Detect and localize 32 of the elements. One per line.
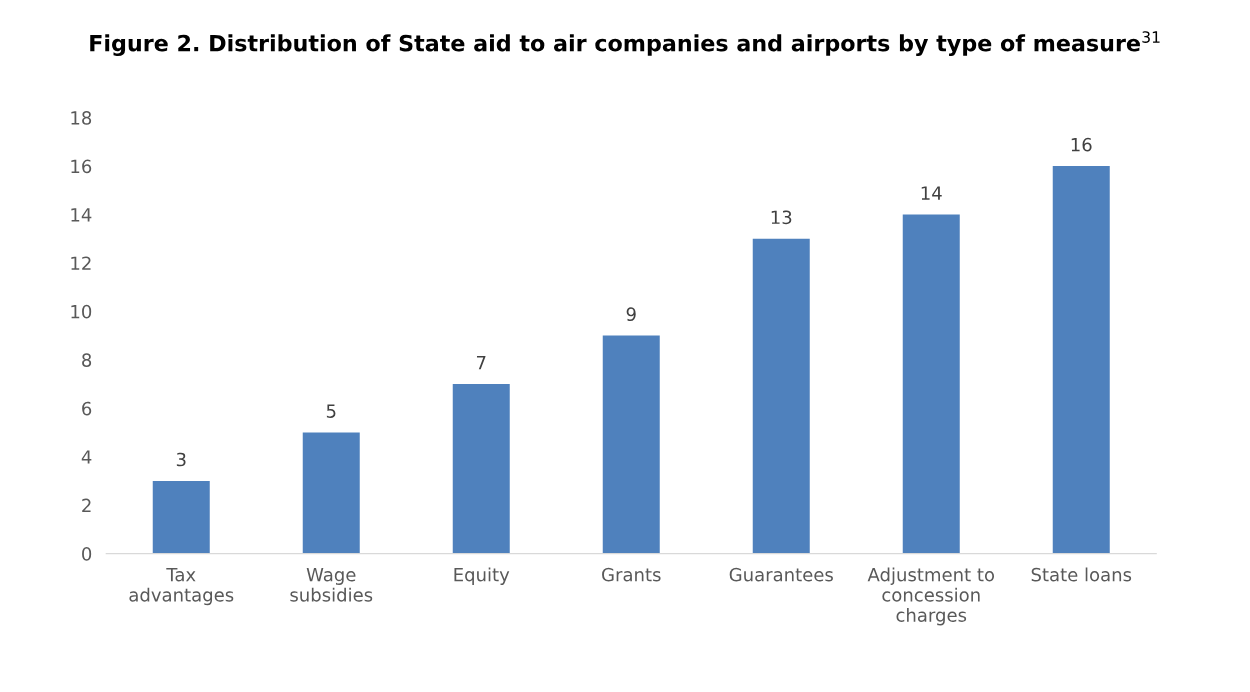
y-tick-label: 6 [82, 401, 92, 416]
x-tick-label: Wage subsidies [290, 568, 373, 602]
bar [602, 335, 660, 554]
x-tick-label: Equity [454, 567, 510, 585]
data-label: 5 [326, 404, 336, 418]
bar [752, 238, 810, 554]
y-tick-label: 18 [71, 111, 92, 125]
y-tick-label: 16 [71, 159, 92, 174]
y-tick-label: 14 [71, 208, 92, 222]
bar [452, 384, 510, 554]
data-label: 9 [626, 307, 636, 322]
x-tick-label: Adjustment to concession charges [867, 567, 995, 626]
y-tick-label: 10 [71, 304, 92, 319]
data-label: 13 [771, 210, 792, 225]
y-tick-label: 0 [82, 547, 92, 561]
bar [902, 214, 960, 554]
x-tick-label: Guarantees [729, 567, 833, 582]
x-tick-label: Tax advantages [129, 568, 234, 606]
bar [302, 432, 360, 554]
data-label: 7 [476, 356, 486, 370]
y-tick-label: 4 [81, 450, 92, 464]
data-label: 14 [921, 186, 942, 200]
data-label: 3 [176, 452, 186, 467]
data-label: 16 [1071, 137, 1092, 152]
chart-title: Figure 2. Distribution of State aid to air companies and airports by type of measure$^{31}$ [90, 31, 1160, 56]
bar [1052, 166, 1110, 554]
y-tick-label: 8 [82, 353, 92, 367]
y-tick-label: 2 [82, 498, 91, 513]
x-tick-label: Grants [602, 567, 661, 582]
x-tick-label: State loans [1031, 567, 1132, 582]
bar [152, 480, 210, 554]
y-tick-label: 12 [71, 256, 91, 270]
